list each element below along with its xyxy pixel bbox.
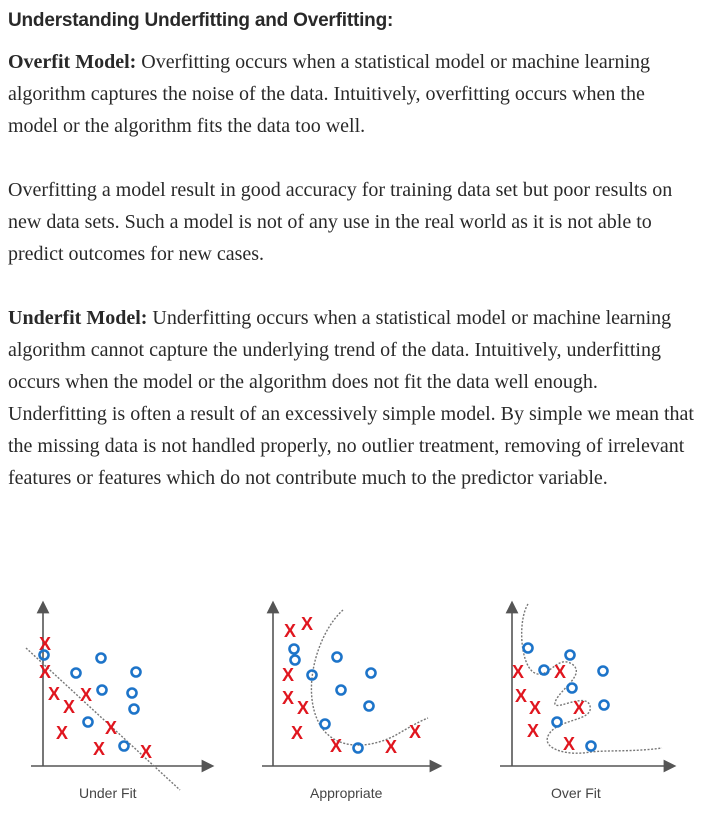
o-marker <box>96 684 108 696</box>
x-marker: X <box>282 665 294 685</box>
overfit-result-paragraph: Overfitting a model result in good accur… <box>8 179 673 265</box>
o-marker <box>522 642 534 654</box>
x-marker: X <box>573 698 585 718</box>
x-marker: X <box>529 698 541 718</box>
o-marker <box>363 700 375 712</box>
overfit-paragraph: Overfit Model: Overfitting occurs when a… <box>8 46 698 142</box>
x-marker: X <box>297 698 309 718</box>
underfit-paragraph: Underfit Model: Underfitting occurs when… <box>8 302 698 494</box>
over-fit-x-markers: X X X X X X X <box>512 662 585 754</box>
o-marker <box>306 669 318 681</box>
o-marker <box>335 684 347 696</box>
o-marker <box>289 654 301 666</box>
x-marker: X <box>80 685 92 705</box>
under-fit-x-markers: X X X X X X X X X <box>39 634 152 762</box>
x-marker: X <box>515 686 527 706</box>
o-marker <box>128 703 140 715</box>
over-fit-curve <box>520 603 663 754</box>
fit-comparison-figure: X X X X X X X X X Under Fit <box>25 600 677 801</box>
o-marker <box>598 699 610 711</box>
x-marker: X <box>385 737 397 757</box>
o-marker <box>352 742 364 754</box>
appropriate-panel: X X X X X X X X X Appropriat <box>262 600 443 801</box>
o-marker <box>585 740 597 752</box>
o-marker <box>551 716 563 728</box>
underfit-definition: Underfitting occurs when a statistical m… <box>8 307 694 489</box>
x-marker: X <box>291 723 303 743</box>
o-marker <box>319 718 331 730</box>
appropriate-caption: Appropriate <box>310 785 383 801</box>
o-marker <box>95 652 107 664</box>
x-marker: X <box>39 634 51 654</box>
o-marker <box>331 651 343 663</box>
x-marker: X <box>93 739 105 759</box>
under-fit-caption: Under Fit <box>79 785 137 801</box>
o-marker <box>38 649 50 661</box>
o-marker <box>130 666 142 678</box>
x-marker: X <box>284 621 296 641</box>
x-marker: X <box>63 697 75 717</box>
x-marker: X <box>48 684 60 704</box>
over-fit-caption: Over Fit <box>551 785 601 801</box>
appropriate-x-markers: X X X X X X X X X <box>282 614 421 757</box>
x-marker: X <box>56 723 68 743</box>
x-marker: X <box>282 688 294 708</box>
underfit-term: Underfit Model: <box>8 307 148 329</box>
overfit-definition: Overfitting occurs when a statistical mo… <box>8 51 651 137</box>
o-marker <box>70 667 82 679</box>
x-marker: X <box>330 736 342 756</box>
o-marker <box>126 687 138 699</box>
o-marker <box>597 665 609 677</box>
x-marker: X <box>409 722 421 742</box>
x-marker: X <box>105 718 117 738</box>
x-marker: X <box>140 742 152 762</box>
overfit-term: Overfit Model: <box>8 51 137 73</box>
o-marker <box>365 667 377 679</box>
over-fit-panel: X X X X X X X Over Fit <box>500 600 677 801</box>
over-fit-o-markers <box>522 642 610 752</box>
o-marker <box>82 716 94 728</box>
o-marker <box>538 664 550 676</box>
under-fit-o-markers <box>38 649 142 752</box>
x-marker: X <box>563 734 575 754</box>
o-marker <box>118 740 130 752</box>
under-fit-line <box>25 647 181 791</box>
o-marker <box>288 643 300 655</box>
x-marker: X <box>39 662 51 682</box>
x-marker: X <box>554 662 566 682</box>
o-marker <box>564 649 576 661</box>
x-marker: X <box>527 721 539 741</box>
appropriate-fit-curve <box>310 609 429 746</box>
section-heading: Understanding Underfitting and Overfitti… <box>8 10 394 31</box>
appropriate-o-markers <box>288 643 377 754</box>
under-fit-panel: X X X X X X X X X Under Fit <box>25 600 215 801</box>
o-marker <box>566 682 578 694</box>
x-marker: X <box>301 614 313 634</box>
x-marker: X <box>512 662 524 682</box>
